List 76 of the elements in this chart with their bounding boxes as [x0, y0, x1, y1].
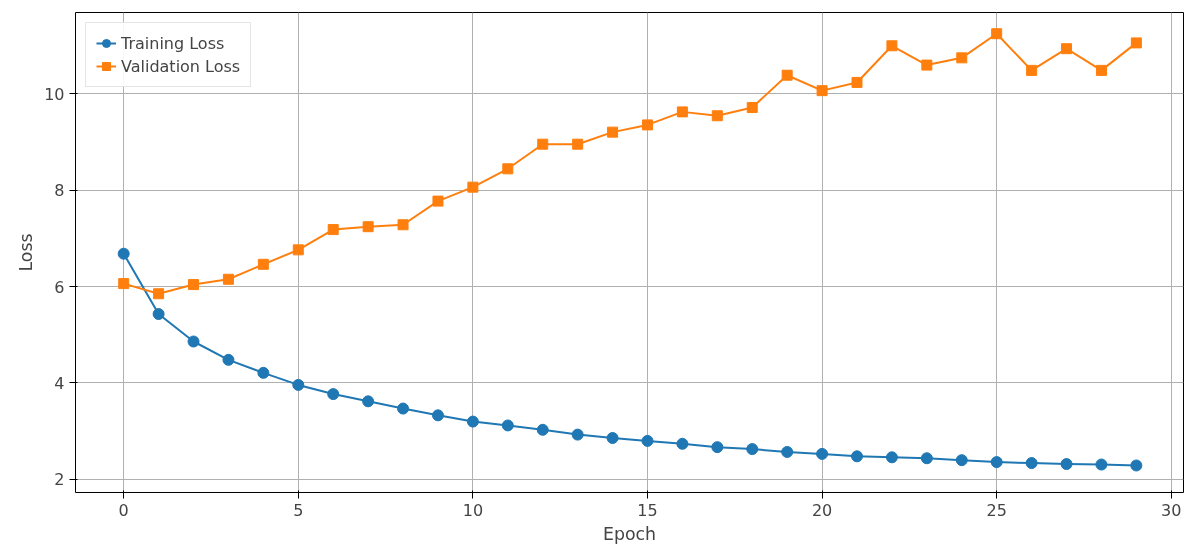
- point: [501, 419, 514, 432]
- point: [711, 441, 724, 454]
- point: [222, 273, 234, 285]
- point: [1060, 458, 1073, 471]
- point: [537, 138, 549, 150]
- point: [572, 138, 584, 150]
- point: [851, 450, 863, 463]
- point: [117, 247, 130, 260]
- point: [397, 219, 409, 231]
- point: [851, 76, 863, 88]
- point: [955, 454, 968, 467]
- x-tick-label: 30: [1161, 500, 1182, 520]
- point: [467, 181, 479, 193]
- point: [816, 85, 828, 97]
- point: [886, 40, 898, 52]
- y-tick-label: 6: [54, 277, 65, 297]
- point: [536, 423, 549, 436]
- legend-label: Validation Loss: [121, 56, 241, 76]
- point: [1095, 64, 1107, 76]
- point: [781, 69, 793, 81]
- x-tick-label: 20: [811, 500, 833, 520]
- point: [118, 278, 130, 290]
- point: [816, 447, 829, 460]
- point: [466, 415, 479, 428]
- y-axis-title: Loss: [16, 233, 37, 272]
- point: [746, 102, 758, 114]
- point: [1025, 457, 1038, 470]
- point: [1095, 458, 1108, 471]
- point: [222, 353, 235, 366]
- point: [152, 308, 165, 320]
- point: [327, 388, 340, 401]
- point: [607, 126, 619, 138]
- point: [257, 366, 270, 379]
- point: [502, 163, 514, 175]
- point: [188, 279, 200, 291]
- point: [1026, 64, 1038, 76]
- point: [397, 402, 410, 415]
- point: [362, 221, 374, 233]
- point: [920, 452, 933, 465]
- y-tick-label: 2: [54, 470, 65, 490]
- x-axis-title: Epoch: [602, 523, 657, 544]
- point: [292, 378, 305, 391]
- y-tick-label: 10: [44, 84, 65, 104]
- point: [292, 244, 304, 256]
- point: [431, 409, 444, 422]
- point: [781, 445, 794, 458]
- point: [187, 335, 200, 348]
- x-tick-label: 0: [118, 500, 129, 520]
- point: [711, 110, 723, 122]
- point: [1130, 37, 1142, 49]
- point: [956, 52, 968, 64]
- point: [641, 434, 654, 447]
- point: [432, 195, 444, 207]
- y-tick-label: 4: [54, 373, 65, 393]
- point: [676, 106, 688, 118]
- point: [362, 395, 375, 408]
- point: [327, 224, 339, 236]
- point: [1061, 43, 1073, 55]
- point: [153, 288, 165, 300]
- x-tick-label: 15: [637, 500, 658, 520]
- point: [746, 443, 759, 456]
- point: [676, 437, 689, 450]
- point: [921, 59, 933, 71]
- point: [991, 28, 1003, 40]
- point: [571, 428, 584, 441]
- point: [1130, 459, 1143, 472]
- point: [257, 258, 269, 270]
- point: [990, 456, 1003, 469]
- x-tick-label: 10: [462, 500, 484, 520]
- point: [641, 119, 653, 131]
- point: [606, 432, 619, 444]
- point: [885, 451, 898, 464]
- x-tick-label: 25: [986, 500, 1007, 520]
- legend-label: Training Loss: [121, 33, 225, 53]
- x-tick-label: 5: [293, 500, 304, 520]
- y-tick-label: 8: [54, 181, 65, 201]
